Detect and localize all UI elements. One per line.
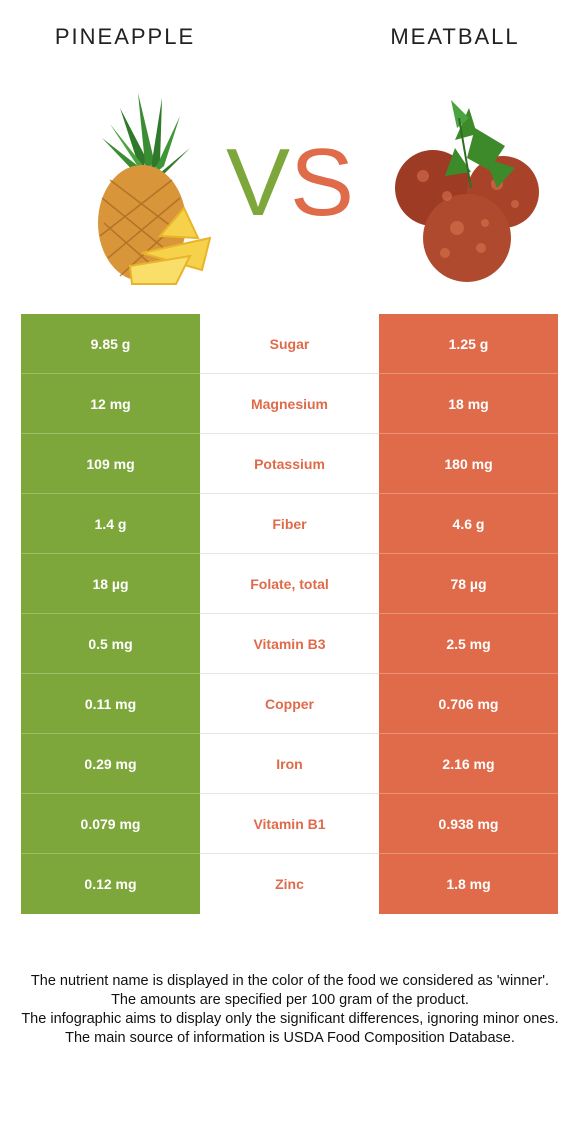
vs-label: VS	[225, 129, 355, 236]
left-value: 109 mg	[21, 434, 200, 494]
right-value: 2.5 mg	[379, 614, 558, 674]
left-value: 0.079 mg	[21, 794, 200, 854]
table-row: 9.85 g Sugar 1.25 g	[21, 314, 558, 374]
nutrient-name: Folate, total	[200, 554, 379, 614]
nutrient-name: Magnesium	[200, 374, 379, 434]
left-value: 0.29 mg	[21, 734, 200, 794]
left-value: 1.4 g	[21, 494, 200, 554]
table-row: 0.079 mg Vitamin B1 0.938 mg	[21, 794, 558, 854]
right-value: 1.25 g	[379, 314, 558, 374]
nutrient-name: Iron	[200, 734, 379, 794]
footer-line: The nutrient name is displayed in the co…	[30, 973, 550, 989]
nutrient-name: Vitamin B1	[200, 794, 379, 854]
meatball-2	[423, 194, 511, 282]
table-row: 0.12 mg Zinc 1.8 mg	[21, 854, 558, 914]
right-value: 0.938 mg	[379, 794, 558, 854]
table-row: 109 mg Potassium 180 mg	[21, 434, 558, 494]
table-row: 0.29 mg Iron 2.16 mg	[21, 734, 558, 794]
left-value: 0.12 mg	[21, 854, 200, 914]
right-value: 78 µg	[379, 554, 558, 614]
nutrient-name: Fiber	[200, 494, 379, 554]
right-value: 2.16 mg	[379, 734, 558, 794]
right-value: 4.6 g	[379, 494, 558, 554]
left-value: 0.5 mg	[21, 614, 200, 674]
nutrient-name: Vitamin B3	[200, 614, 379, 674]
left-value: 18 µg	[21, 554, 200, 614]
table-row: 18 µg Folate, total 78 µg	[21, 554, 558, 614]
footer-line: The infographic aims to display only the…	[21, 1011, 559, 1027]
right-value: 180 mg	[379, 434, 558, 494]
right-food-title: MEATBALL	[390, 24, 520, 49]
nutrient-table: 9.85 g Sugar 1.25 g 12 mg Magnesium 18 m…	[21, 314, 558, 914]
table-row: 1.4 g Fiber 4.6 g	[21, 494, 558, 554]
table-row: 0.5 mg Vitamin B3 2.5 mg	[21, 614, 558, 674]
table-row: 12 mg Magnesium 18 mg	[21, 374, 558, 434]
left-food-title: PINEAPPLE	[54, 24, 196, 49]
left-value: 0.11 mg	[21, 674, 200, 734]
footer-notes: The nutrient name is displayed in the co…	[14, 972, 566, 1048]
table-row: 0.11 mg Copper 0.706 mg	[21, 674, 558, 734]
left-value: 9.85 g	[21, 314, 200, 374]
nutrient-name: Copper	[200, 674, 379, 734]
right-value: 0.706 mg	[379, 674, 558, 734]
meatball-image	[395, 100, 539, 282]
left-value: 12 mg	[21, 374, 200, 434]
right-value: 1.8 mg	[379, 854, 558, 914]
right-value: 18 mg	[379, 374, 558, 434]
footer-line: The main source of information is USDA F…	[65, 1030, 515, 1046]
nutrient-name: Sugar	[200, 314, 379, 374]
nutrient-name: Potassium	[200, 434, 379, 494]
footer-line: The amounts are specified per 100 gram o…	[111, 992, 469, 1008]
pineapple-image	[98, 93, 212, 285]
nutrient-name: Zinc	[200, 854, 379, 914]
